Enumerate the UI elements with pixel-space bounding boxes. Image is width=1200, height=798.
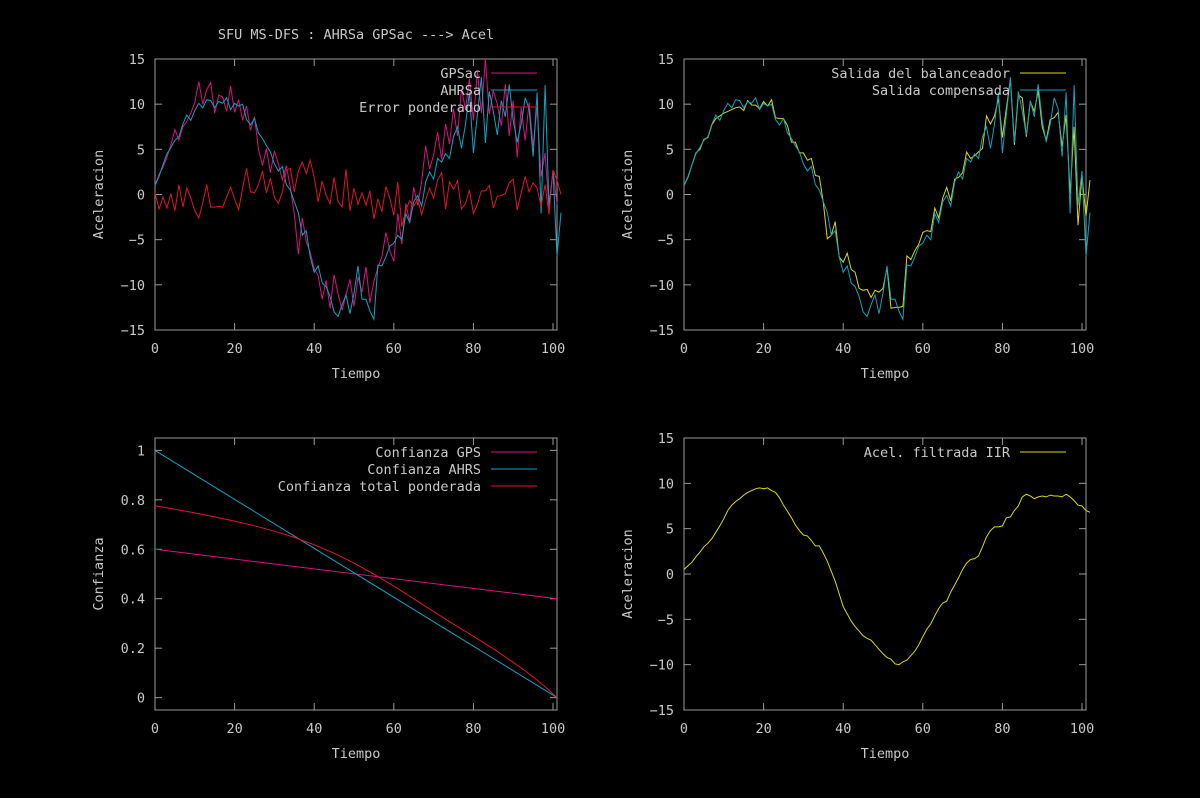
series-line-1 [154, 58, 558, 311]
x-tick-label: 40 [835, 341, 851, 357]
y-axis-label: Aceleracion [620, 529, 636, 618]
y-tick-label: 10 [658, 476, 674, 492]
series-line-3 [154, 505, 558, 698]
x-tick-label: 100 [541, 341, 565, 357]
y-tick-label: −10 [650, 278, 674, 294]
y-tick-label: 15 [658, 431, 674, 447]
x-axis-label: Tiempo [861, 746, 910, 762]
y-tick-label: −10 [650, 658, 674, 674]
plot-p1: 0 20 40 60 80 100 −15 −10 −5 0 5 10 15 Tiempo Acelerac… [91, 52, 565, 382]
y-tick-label: 0 [666, 188, 674, 204]
plots-container: 0 20 40 60 80 100−15−10−5051015TiempoAcelerac… [91, 52, 1094, 762]
x-tick-label: 60 [386, 341, 402, 357]
y-tick-label: 0.8 [121, 493, 145, 509]
y-axis-label: Aceleracion [91, 150, 107, 239]
legend-label: GPSac [440, 66, 481, 82]
x-tick-label: 100 [1070, 341, 1094, 357]
series-line-2 [683, 77, 1091, 322]
series-line-3 [154, 158, 562, 228]
legend-label: Salida del balanceador [831, 66, 1010, 82]
y-tick-label: −10 [121, 278, 145, 294]
series-line-2 [154, 449, 558, 699]
x-tick-label: 40 [835, 721, 851, 737]
y-tick-label: 10 [658, 97, 674, 113]
x-tick-label: 40 [306, 341, 322, 357]
x-tick-label: 80 [465, 341, 481, 357]
y-tick-label: 5 [137, 142, 145, 158]
x-tick-label: 100 [1070, 721, 1094, 737]
x-tick-label: 40 [306, 721, 322, 737]
x-tick-label: 0 [151, 341, 159, 357]
x-axis-label: Tiempo [861, 366, 910, 382]
x-tick-label: 100 [541, 721, 565, 737]
y-axis-label: Aceleracion [620, 150, 636, 239]
x-axis-label: Tiempo [332, 746, 381, 762]
x-tick-label: 60 [915, 721, 931, 737]
figure-title: SFU MS-DFS : AHRSa GPSac ---> Acel [218, 27, 494, 43]
y-tick-label: 15 [658, 52, 674, 68]
legend-label: Confianza GPS [375, 445, 481, 461]
x-tick-label: 20 [226, 721, 242, 737]
plot-p3: 0 20 40 60 80 100 0 0.2 0.4 0.6 0.8 1 Tiempo Confianz… [91, 437, 565, 762]
y-tick-label: −15 [650, 323, 674, 339]
y-tick-label: −5 [658, 612, 674, 628]
legend-label: Error ponderado [359, 100, 481, 116]
y-tick-label: −15 [121, 323, 145, 339]
y-tick-label: −5 [658, 233, 674, 249]
y-tick-label: −15 [650, 703, 674, 719]
series-line-2 [154, 77, 562, 322]
x-tick-label: 60 [915, 341, 931, 357]
plot-p2: 0 20 40 60 80 100 −15 −10 −5 0 5 10 15 Tiempo Acelerac… [620, 52, 1094, 382]
y-tick-label: 0.2 [121, 641, 145, 657]
x-tick-label: 20 [755, 341, 771, 357]
legend-label: Acel. filtrada IIR [864, 445, 1011, 461]
x-tick-label: 80 [994, 721, 1010, 737]
plot-p4: 0 20 40 60 80 100 −15 −10 −5 0 5 10 15 Tiempo Acelerac… [620, 431, 1094, 762]
y-tick-label: 0.6 [121, 542, 145, 558]
x-tick-label: 0 [151, 721, 159, 737]
y-tick-label: 0 [666, 567, 674, 583]
x-tick-label: 0 [680, 721, 688, 737]
x-tick-label: 0 [680, 341, 688, 357]
y-tick-label: 10 [129, 97, 145, 113]
legend-label: Salida compensada [872, 83, 1010, 99]
y-tick-label: 1 [137, 443, 145, 459]
x-tick-label: 20 [226, 341, 242, 357]
y-tick-label: 0 [137, 691, 145, 707]
x-axis-label: Tiempo [332, 366, 381, 382]
x-tick-label: 80 [994, 341, 1010, 357]
y-axis-label: Confianza [91, 537, 107, 610]
y-tick-label: 5 [666, 522, 674, 538]
x-tick-label: 60 [386, 721, 402, 737]
x-tick-label: 80 [465, 721, 481, 737]
y-tick-label: 0 [137, 188, 145, 204]
legend-label: Confianza AHRS [367, 462, 481, 478]
y-tick-label: 15 [129, 52, 145, 68]
y-tick-label: 0.4 [121, 592, 145, 608]
legend-label: Confianza total ponderada [278, 479, 481, 495]
plot-frame [154, 437, 558, 711]
legend-label: AHRSa [440, 83, 481, 99]
series-line-1 [683, 487, 1091, 666]
y-tick-label: 5 [666, 142, 674, 158]
x-tick-label: 20 [755, 721, 771, 737]
y-tick-label: −5 [129, 233, 145, 249]
